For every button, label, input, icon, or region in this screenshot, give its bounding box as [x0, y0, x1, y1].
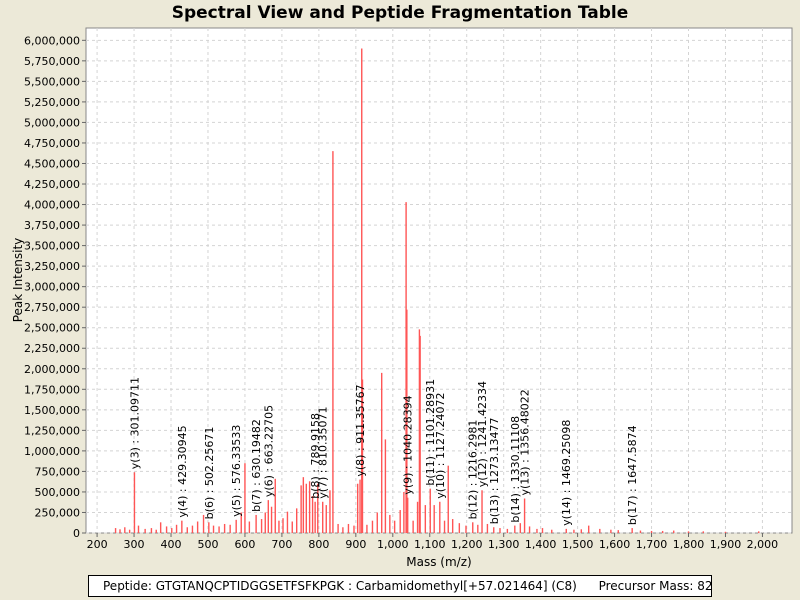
x-tick-label: 400: [161, 538, 182, 551]
peak-annotation-label: b(13) : 1273.13477: [488, 418, 501, 525]
peak-annotation-label: y(13) : 1356.48022: [519, 389, 532, 495]
peak-annotation-label: b(14) : 1330.11108: [509, 416, 522, 523]
x-tick-label: 1,000: [377, 538, 409, 551]
x-tick-label: 1,300: [488, 538, 520, 551]
y-tick-label: 5,500,000: [24, 75, 80, 88]
y-tick-label: 5,000,000: [24, 116, 80, 129]
y-tick-label: 4,750,000: [24, 137, 80, 150]
peak-annotation-label: b(6) : 502.25671: [203, 427, 216, 520]
x-tick-label: 1,400: [525, 538, 557, 551]
x-tick-label: 1,600: [599, 538, 631, 551]
x-tick-label: 1,100: [414, 538, 446, 551]
peak-annotation-label: y(14) : 1469.25098: [560, 420, 573, 526]
y-tick-label: 2,750,000: [24, 301, 80, 314]
x-tick-label: 200: [87, 538, 108, 551]
peak-annotation-label: y(10) : 1127.24072: [434, 393, 447, 499]
spectrum-chart: 0 250,000 500,000 750,000 1,000,000 1,250,000…: [11, 27, 793, 569]
peak-annotation-label: y(7) : 810.35071: [317, 407, 330, 499]
chart-title: Spectral View and Peptide Fragmentation …: [171, 3, 629, 23]
x-tick-label: 1,500: [562, 538, 594, 551]
grid-lines: [86, 28, 792, 534]
x-tick-label: 1,200: [451, 538, 483, 551]
y-tick-label: 2,500,000: [24, 322, 80, 335]
y-tick-label: 1,000,000: [24, 445, 80, 458]
y-tick-label: 5,750,000: [24, 55, 80, 68]
x-tick-label: 800: [308, 538, 329, 551]
x-axis-label: Mass (m/z): [406, 555, 471, 569]
y-tick-label: 2,250,000: [24, 342, 80, 355]
y-tick-label: 0: [73, 527, 80, 540]
peak-annotation-label: b(12) : 1216.2981: [467, 420, 480, 520]
precursor-mass: Precursor Mass: 820.0516: [598, 579, 712, 593]
y-tick-label: 6,000,000: [24, 34, 80, 47]
y-tick-label: 3,750,000: [24, 219, 80, 232]
y-axis-label: Peak Intensity: [11, 238, 25, 323]
y-tick-label: 1,500,000: [24, 404, 80, 417]
plot-area: [85, 27, 793, 534]
x-tick-label: 500: [197, 538, 218, 551]
peptide-info-box: Peptide: GTGTANQCPTIDGGSETFSFKPGK : Carb…: [88, 575, 712, 597]
x-tick-label: 1,900: [710, 538, 742, 551]
peak-series: [114, 48, 760, 533]
y-tick-label: 2,000,000: [24, 363, 80, 376]
peak-annotation-label: y(9) : 1040.28394: [402, 395, 415, 494]
y-tick-label: 5,250,000: [24, 96, 80, 109]
y-tick-label: 3,500,000: [24, 240, 80, 253]
peak-annotation-label: b(11) : 1101.28931: [424, 379, 437, 486]
annotations: y(3) : 301.09711 y(4) : 429.30945 b(6) : 5…: [128, 377, 639, 526]
y-tick-label: 3,250,000: [24, 260, 80, 273]
y-tick-label: 500,000: [35, 486, 81, 499]
peak-annotation-label: y(4) : 429.30945: [176, 425, 189, 517]
x-tick-label: 700: [271, 538, 292, 551]
x-axis: 200 300 400 500 600 700 800 900 1,000 1,100 1,200 1…: [87, 533, 779, 551]
peptide-sequence: Peptide: GTGTANQCPTIDGGSETFSFKPGK : Carb…: [103, 579, 577, 593]
x-tick-label: 2,000: [747, 538, 779, 551]
y-axis: 0 250,000 500,000 750,000 1,000,000 1,250,000…: [24, 34, 86, 540]
x-tick-label: 1,700: [636, 538, 668, 551]
x-tick-label: 600: [234, 538, 255, 551]
x-tick-label: 900: [345, 538, 366, 551]
peak-annotation-label: b(7) : 630.19482: [250, 419, 263, 512]
peak-annotation-label: y(6) : 663.22705: [262, 405, 275, 497]
y-tick-label: 4,000,000: [24, 199, 80, 212]
peak-annotation-label: y(12) : 1241.42334: [476, 381, 489, 487]
y-tick-label: 4,250,000: [24, 178, 80, 191]
peak-annotation-label: y(8) : 911.35767: [354, 384, 367, 476]
y-tick-label: 4,500,000: [24, 157, 80, 170]
peak-annotation-label: y(5) : 576.33533: [230, 425, 243, 517]
peak-annotation-label: b(8) : 789.9158: [309, 413, 322, 499]
peak-annotation-label: y(3) : 301.09711: [128, 377, 141, 469]
y-tick-label: 750,000: [35, 465, 81, 478]
x-tick-label: 1,800: [673, 538, 705, 551]
y-tick-label: 1,750,000: [24, 383, 80, 396]
y-tick-label: 250,000: [35, 506, 81, 519]
y-tick-label: 3,000,000: [24, 281, 80, 294]
y-tick-label: 1,250,000: [24, 424, 80, 437]
x-tick-label: 300: [124, 538, 145, 551]
peak-annotation-label: b(17) : 1647.5874: [626, 425, 639, 525]
